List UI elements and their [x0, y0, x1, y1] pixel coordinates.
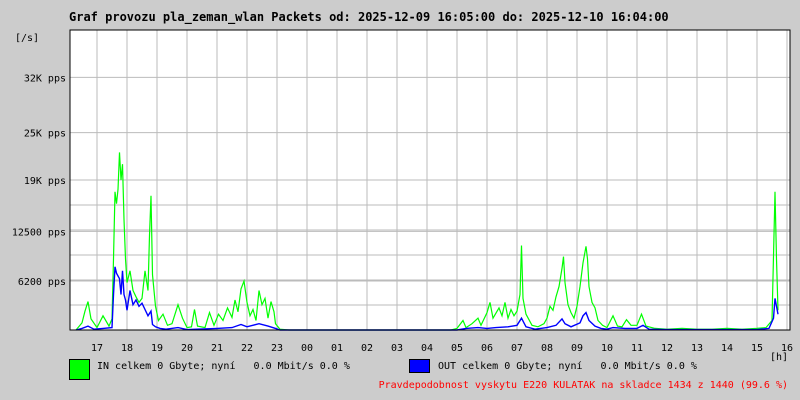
x-tick-label: 22 [241, 343, 253, 354]
x-tick-label: 14 [721, 343, 733, 354]
legend-in-label: IN celkem 0 Gbyte; nyní 0.0 Mbit/s 0.0 % [97, 361, 350, 372]
y-tick-label: 6200 pps [18, 277, 66, 288]
x-tick-label: 08 [541, 343, 553, 354]
x-tick-label: 04 [421, 343, 433, 354]
legend-out-label: OUT celkem 0 Gbyte; nyní 0.0 Mbit/s 0.0 … [438, 361, 697, 372]
x-tick-label: 19 [151, 343, 163, 354]
axis-labels: 17 18 19 20 21 22 23 00 01 02 03 04 05 06 07 08 09 10 11 12… [12, 33, 793, 363]
x-tick-label: 13 [691, 343, 703, 354]
y-tick-label: 25K pps [24, 129, 66, 140]
legend-in-swatch [69, 359, 90, 380]
series-in-line [75, 152, 779, 331]
y-tick-label: 32K pps [24, 73, 66, 84]
y-axis-label: [/s] [15, 33, 39, 44]
x-tick-label: 03 [391, 343, 403, 354]
x-tick-label: 12 [661, 343, 673, 354]
x-tick-label: 10 [601, 343, 613, 354]
x-tick-label: 21 [211, 343, 223, 354]
x-tick-label: 23 [271, 343, 283, 354]
x-tick-label: 18 [121, 343, 133, 354]
x-tick-label: 16 [781, 343, 793, 354]
legend-out-swatch [409, 359, 430, 373]
y-tick-label: 19K pps [24, 176, 66, 187]
footer-note: Pravdepodobnost vyskytu E220 KULATAK na … [378, 380, 788, 391]
grid [70, 30, 790, 331]
x-tick-label: 02 [361, 343, 373, 354]
x-tick-label: 05 [451, 343, 463, 354]
series-layer [75, 152, 779, 331]
plot-frame [69, 29, 791, 331]
y-tick-label: 12500 pps [12, 227, 66, 238]
x-tick-label: 09 [571, 343, 583, 354]
x-tick-label: 17 [91, 343, 103, 354]
x-tick-label: 06 [481, 343, 493, 354]
x-tick-label: 00 [301, 343, 313, 354]
chart-title: Graf provozu pla_zeman_wlan Packets od: … [69, 10, 669, 24]
x-tick-label: 01 [331, 343, 343, 354]
series-out-line [75, 266, 779, 331]
x-tick-label: 07 [511, 343, 523, 354]
x-tick-label: 20 [181, 343, 193, 354]
x-axis-label: [h] [770, 352, 788, 363]
x-tick-label: 11 [631, 343, 643, 354]
x-tick-label: 15 [751, 343, 763, 354]
